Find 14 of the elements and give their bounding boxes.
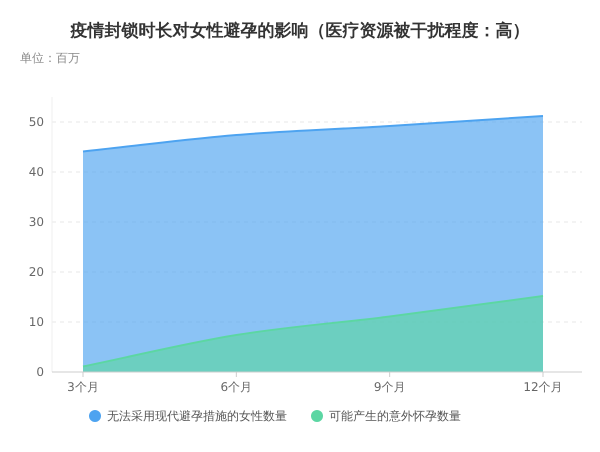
y-tick-label: 10 [28,315,44,329]
legend-label: 无法采用现代避孕措施的女性数量 [107,409,287,423]
chart-subtitle: 单位：百万 [20,51,80,65]
x-tick-label: 9个月 [374,380,406,394]
x-tick-label: 3个月 [67,380,99,394]
chart-title: 疫情封锁时长对女性避孕的影响（医疗资源被干扰程度：高） [70,21,530,41]
y-tick-label: 30 [28,215,44,229]
y-tick-label: 0 [36,365,44,379]
x-tick-label: 6个月 [220,380,252,394]
y-tick-label: 50 [28,115,44,129]
x-tick-label: 12个月 [523,380,563,394]
y-tick-label: 20 [28,265,44,279]
legend-label: 可能产生的意外怀孕数量 [329,409,461,423]
y-tick-label: 40 [28,165,44,179]
